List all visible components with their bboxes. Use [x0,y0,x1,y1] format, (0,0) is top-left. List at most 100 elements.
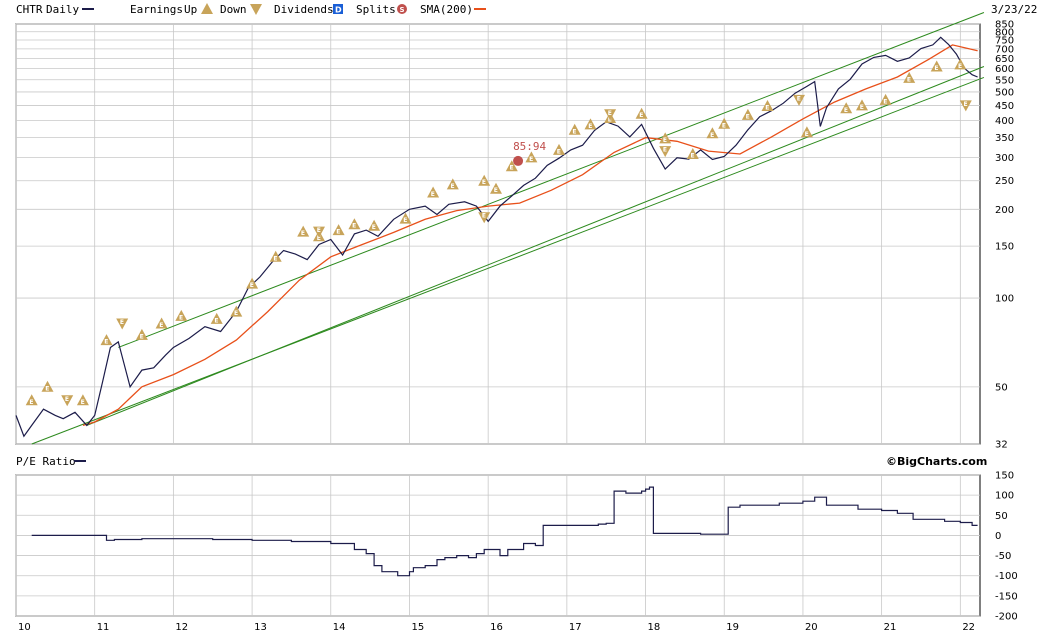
earnings-up-marker-letter: E [608,117,612,124]
earnings-up-marker-shape [490,182,502,194]
earnings-down-marker-shape [604,109,617,121]
legend-sma-swatch [474,8,486,10]
earnings-up-marker-letter: E [557,148,561,155]
earnings-up-marker-shape [879,93,892,105]
dividend-icon-letter: D [335,6,342,15]
x-tick-label: 20 [805,622,818,633]
earnings-up-marker-shape [41,380,54,392]
earnings-up-marker: E [269,250,282,262]
price-panel-frame [15,23,981,445]
earnings-down-marker-letter: E [797,95,801,102]
x-tick-label: 16 [490,622,503,633]
earnings-up-marker-shape [230,305,243,317]
earnings-up-marker: E [175,309,188,321]
price-line [15,36,978,438]
earnings-up-marker-letter: E [372,224,376,231]
earnings-up-marker: E [706,127,719,139]
earnings-up-marker-letter: E [140,333,144,340]
earnings-up-marker-shape [584,118,597,130]
earnings-up-marker-shape [954,58,967,70]
legend: CHTR Daily Earnings Up Down Dividends D … [16,3,1037,16]
x-tick-label: 22 [962,622,975,633]
earnings-up-marker-shape [505,160,518,172]
earnings-up-marker: E [399,212,412,224]
earnings-down-marker: E [793,94,805,106]
x-axis: 10 11 12 13 14 15 16 17 18 19 20 21 22 [18,622,975,633]
earnings-up-marker-letter: E [722,122,726,129]
earnings-down-marker: E [61,395,74,407]
legend-earnings: Earnings [130,3,183,16]
earnings-up-marker-shape [332,224,345,236]
earnings-up-marker-letter: E [710,132,714,139]
earnings-up-marker: E [553,143,565,155]
earnings-up-marker-shape [800,126,813,138]
earnings-up-marker: E [446,178,459,190]
x-tick-label: 13 [254,622,267,633]
earnings-up-marker: E [635,107,648,119]
earnings-up-marker-letter: E [179,314,183,321]
earnings-up-marker-letter: E [451,183,455,190]
earnings-up-marker: E [800,126,813,138]
earnings-up-marker-shape [718,117,731,129]
earnings-down-marker: E [604,109,617,121]
earnings-up-marker-letter: E [572,128,576,135]
earnings-up-marker-shape [297,225,310,237]
pe-y-tick-label: -100 [995,571,1018,582]
earnings-up-marker-shape [155,317,168,329]
earnings-up-marker-letter: E [529,156,533,163]
legend-symbol: CHTR [16,3,43,16]
earnings-up-marker-shape [210,312,223,324]
earnings-up-marker: E [903,71,916,83]
pe-y-tick-label: -50 [995,551,1011,562]
earnings-up-marker-shape [706,127,719,139]
price-y-tick-label: 600 [995,64,1014,75]
earnings-up-marker: E [879,93,892,105]
price-y-tick-label: 450 [995,101,1014,112]
earnings-up-marker-letter: E [29,399,33,406]
earnings-up-marker-shape [175,309,188,321]
pe-panel: P/E Ratio ©BigCharts.com -200 -150 -100 -50… [15,455,1018,623]
earnings-up-marker: E [76,394,89,406]
earnings-up-marker: E [584,118,597,130]
earnings-up-marker-shape [368,219,381,231]
earnings-up-marker: E [100,334,113,346]
earnings-up-icon [201,3,213,14]
earnings-down-marker-letter: E [663,147,667,154]
dividend-icon [333,4,343,14]
earnings-up-marker-shape [25,394,38,406]
earnings-up-marker-shape [246,277,259,289]
pe-y-tick-label: -200 [995,612,1018,623]
earnings-down-marker-letter: E [120,319,124,326]
pe-y-tick-label: 100 [995,491,1014,502]
split-marker-icon [513,155,524,166]
price-y-tick-label: 500 [995,87,1014,98]
earnings-down-marker-shape [959,100,972,112]
earnings-up-marker: E [25,394,38,406]
x-tick-label: 10 [18,622,31,633]
legend-splits: Splits [356,3,396,16]
earnings-up-marker-letter: E [510,165,514,172]
trend-channel [31,12,985,445]
earnings-up-marker: E [856,99,868,111]
legend-price-swatch [82,8,94,10]
earnings-up-marker-letter: E [639,112,643,119]
earnings-up-marker-letter: E [250,282,254,289]
split-icon [397,4,407,14]
earnings-up-marker-letter: E [958,63,962,70]
earnings-down-marker-shape [313,226,325,238]
earnings-down-marker: E [959,100,972,112]
legend-sma: SMA(200) [420,3,473,16]
earnings-up-marker-letter: E [765,105,769,112]
earnings-up-marker: E [525,151,538,163]
pe-y-tick-label: 50 [995,511,1008,522]
legend-dividends: Dividends [274,3,334,16]
earnings-up-marker-shape [635,107,648,119]
price-y-tick-label: 800 [995,27,1014,38]
earnings-up-marker: E [135,328,148,340]
earnings-down-marker-shape [116,318,129,330]
earnings-down-icon [250,4,262,15]
legend-period: Daily [46,3,79,16]
earnings-up-marker: E [348,218,361,230]
earnings-up-marker: E [155,317,168,329]
